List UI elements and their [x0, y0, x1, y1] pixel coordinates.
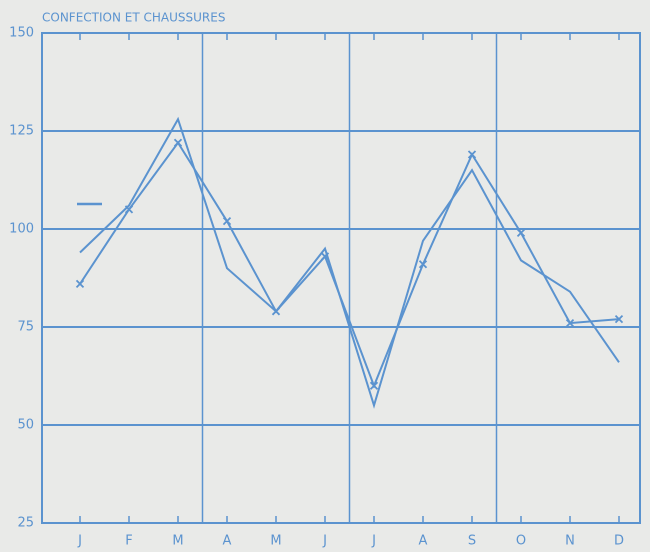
y-tick-label: 50	[17, 418, 34, 433]
x-tick-label: J	[77, 534, 82, 549]
point-marker	[173, 138, 183, 147]
point-marker	[222, 217, 232, 226]
x-tick-label: F	[125, 534, 132, 549]
y-tick-label: 100	[9, 222, 34, 237]
x-tick-label: D	[614, 534, 624, 549]
point-marker	[75, 279, 85, 289]
x-tick-label: M	[270, 534, 281, 549]
x-tick-label: O	[516, 534, 526, 549]
y-tick-label: 150	[9, 26, 34, 41]
series-line	[79, 140, 620, 389]
x-tick-label: A	[419, 534, 428, 549]
chart-title: CONFECTION ET CHAUSSURES	[42, 11, 225, 25]
series-line	[79, 116, 620, 409]
point-marker	[369, 381, 379, 390]
x-tick-label: N	[565, 534, 575, 549]
point-marker	[467, 150, 477, 159]
point-marker	[516, 228, 526, 238]
x-tick-label: A	[223, 534, 232, 549]
point-marker	[614, 315, 624, 324]
x-tick-label: S	[468, 534, 476, 549]
x-tick-label: J	[322, 534, 327, 549]
y-tick-label: 125	[9, 124, 34, 139]
point-marker	[418, 260, 428, 269]
y-tick-label: 75	[17, 320, 34, 335]
y-tick-label: 25	[17, 516, 34, 531]
x-tick-label: J	[371, 534, 376, 549]
point-marker	[565, 318, 575, 328]
x-tick-label: M	[172, 534, 183, 549]
